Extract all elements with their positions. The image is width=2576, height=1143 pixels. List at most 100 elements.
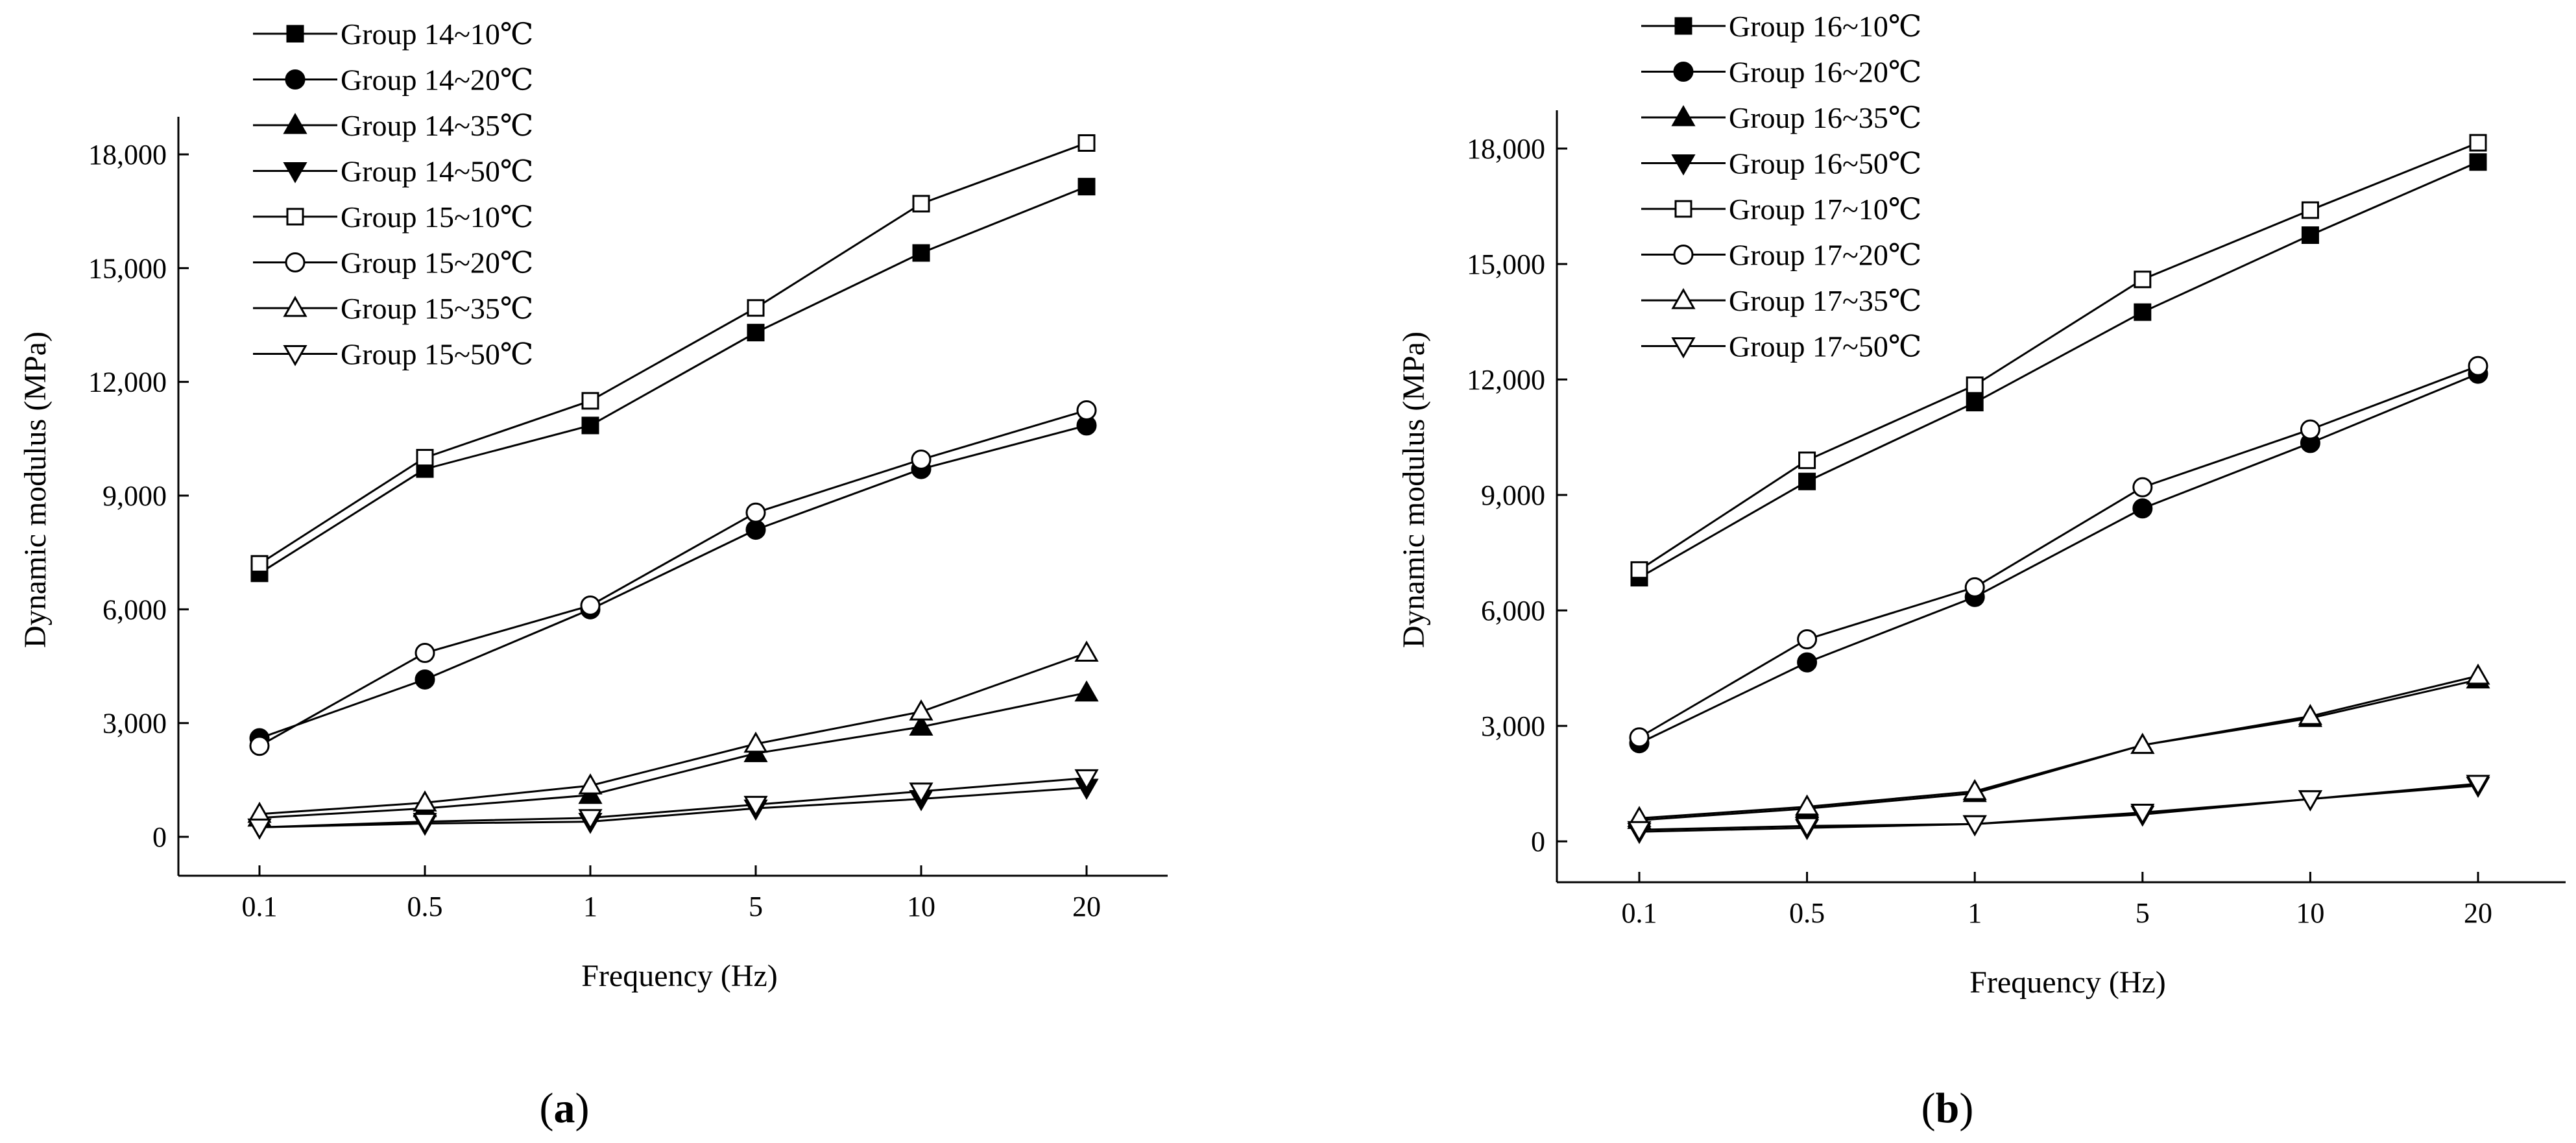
x-tick-label: 0.1 bbox=[242, 891, 278, 922]
data-point bbox=[1798, 472, 1816, 490]
legend-marker bbox=[1671, 154, 1696, 176]
y-tick-label: 3,000 bbox=[102, 708, 167, 740]
data-point bbox=[743, 731, 768, 753]
y-tick-label: 18,000 bbox=[1467, 133, 1545, 165]
data-point bbox=[2466, 663, 2490, 685]
legend-label: Group 17~50℃ bbox=[1729, 330, 1921, 363]
data-point bbox=[911, 449, 932, 470]
series-1 bbox=[250, 178, 1096, 583]
legend-label: Group 14~20℃ bbox=[341, 64, 533, 97]
series-line bbox=[1639, 141, 2479, 571]
y-tick-label: 0 bbox=[1531, 826, 1545, 858]
legend-marker bbox=[283, 345, 307, 367]
y-tick-label: 6,000 bbox=[102, 594, 167, 625]
legend-marker bbox=[1671, 287, 1696, 309]
data-point bbox=[1077, 178, 1096, 196]
series-line bbox=[1639, 161, 2479, 579]
data-point bbox=[247, 818, 272, 840]
legend: Group 16~10℃ Group 16~20℃ Group 16~35℃ Grou… bbox=[1641, 10, 1921, 363]
data-point bbox=[1966, 376, 1984, 394]
x-tick-label: 10 bbox=[907, 891, 935, 922]
legend-label: Group 15~20℃ bbox=[341, 247, 533, 280]
x-tick-label: 1 bbox=[1968, 897, 1982, 929]
legend-marker bbox=[285, 69, 306, 90]
x-tick-label: 20 bbox=[1072, 891, 1101, 922]
y-axis-label: Dynamic modulus (MPa) bbox=[18, 331, 53, 648]
legend-marker bbox=[283, 162, 307, 184]
data-point bbox=[580, 595, 601, 616]
data-point bbox=[2132, 477, 2153, 498]
data-point bbox=[1797, 629, 1818, 649]
data-point bbox=[1077, 134, 1096, 152]
x-axis-label: Frequency (Hz) bbox=[581, 959, 778, 993]
x-tick-label: 5 bbox=[2136, 897, 2150, 929]
series-line bbox=[259, 786, 1087, 828]
x-tick-label: 0.5 bbox=[1789, 897, 1825, 929]
legend-label: Group 17~35℃ bbox=[1729, 284, 1921, 317]
series-3 bbox=[1627, 667, 2490, 829]
legend-marker bbox=[283, 295, 307, 317]
legend-label: Group 14~35℃ bbox=[341, 109, 533, 142]
data-point bbox=[2134, 271, 2152, 289]
data-point bbox=[2134, 303, 2152, 321]
data-point bbox=[581, 416, 599, 435]
legend-label: Group 15~35℃ bbox=[341, 292, 533, 325]
series-8 bbox=[1627, 775, 2490, 843]
legend-marker bbox=[1673, 62, 1694, 82]
series-6 bbox=[1629, 355, 2488, 748]
legend-label: Group 17~20℃ bbox=[1729, 239, 1921, 272]
data-point bbox=[2469, 134, 2487, 152]
x-tick-label: 5 bbox=[749, 891, 763, 922]
data-point bbox=[743, 795, 768, 817]
series-line bbox=[1639, 372, 2479, 745]
series-5 bbox=[250, 134, 1096, 573]
y-tick-label: 12,000 bbox=[88, 367, 167, 398]
legend-marker bbox=[1671, 337, 1696, 359]
y-tick-label: 18,000 bbox=[88, 139, 167, 171]
legend: Group 14~10℃ Group 14~20℃ Group 14~35℃ Grou… bbox=[253, 18, 533, 371]
series-line bbox=[1639, 782, 2479, 831]
x-tick-label: 1 bbox=[583, 891, 597, 922]
x-axis-label: Frequency (Hz) bbox=[1969, 965, 2166, 1000]
legend-label: Group 16~20℃ bbox=[1729, 56, 1921, 89]
legend-label: Group 14~10℃ bbox=[341, 18, 533, 51]
x-tick-label: 0.5 bbox=[407, 891, 443, 922]
legend-marker bbox=[1674, 200, 1692, 218]
y-tick-label: 0 bbox=[152, 821, 167, 853]
y-tick-label: 9,000 bbox=[102, 480, 167, 512]
y-tick-label: 15,000 bbox=[1467, 248, 1545, 280]
data-point bbox=[747, 324, 765, 342]
series-3 bbox=[247, 680, 1099, 827]
data-point bbox=[416, 449, 434, 467]
panel-b-label: (b) bbox=[1921, 1085, 1974, 1132]
data-point bbox=[1074, 680, 1099, 702]
data-point bbox=[413, 790, 437, 812]
x-tick-label: 20 bbox=[2464, 897, 2492, 929]
series-line bbox=[259, 652, 1087, 815]
legend-label: Group 16~50℃ bbox=[1729, 147, 1921, 180]
data-point bbox=[578, 773, 603, 795]
data-point bbox=[2300, 419, 2320, 440]
data-point bbox=[1795, 794, 1820, 816]
data-point bbox=[1966, 394, 1984, 412]
data-point bbox=[415, 643, 435, 664]
data-point bbox=[1074, 769, 1099, 791]
legend-marker bbox=[1674, 17, 1692, 35]
legend-label: Group 16~10℃ bbox=[1729, 10, 1921, 43]
series-line bbox=[259, 142, 1087, 565]
data-point bbox=[2298, 704, 2322, 725]
series-2 bbox=[249, 415, 1097, 749]
data-point bbox=[1964, 577, 1985, 597]
series-line bbox=[1639, 365, 2479, 739]
data-point bbox=[250, 555, 269, 573]
data-point bbox=[2468, 355, 2488, 376]
data-point bbox=[1074, 640, 1099, 662]
legend-marker bbox=[1673, 245, 1694, 265]
series-7 bbox=[247, 640, 1099, 823]
data-point bbox=[578, 809, 603, 830]
data-point bbox=[2130, 804, 2155, 825]
data-point bbox=[1629, 727, 1650, 748]
legend-marker bbox=[283, 112, 307, 134]
data-point bbox=[909, 782, 933, 804]
legend-label: Group 15~50℃ bbox=[341, 338, 533, 371]
